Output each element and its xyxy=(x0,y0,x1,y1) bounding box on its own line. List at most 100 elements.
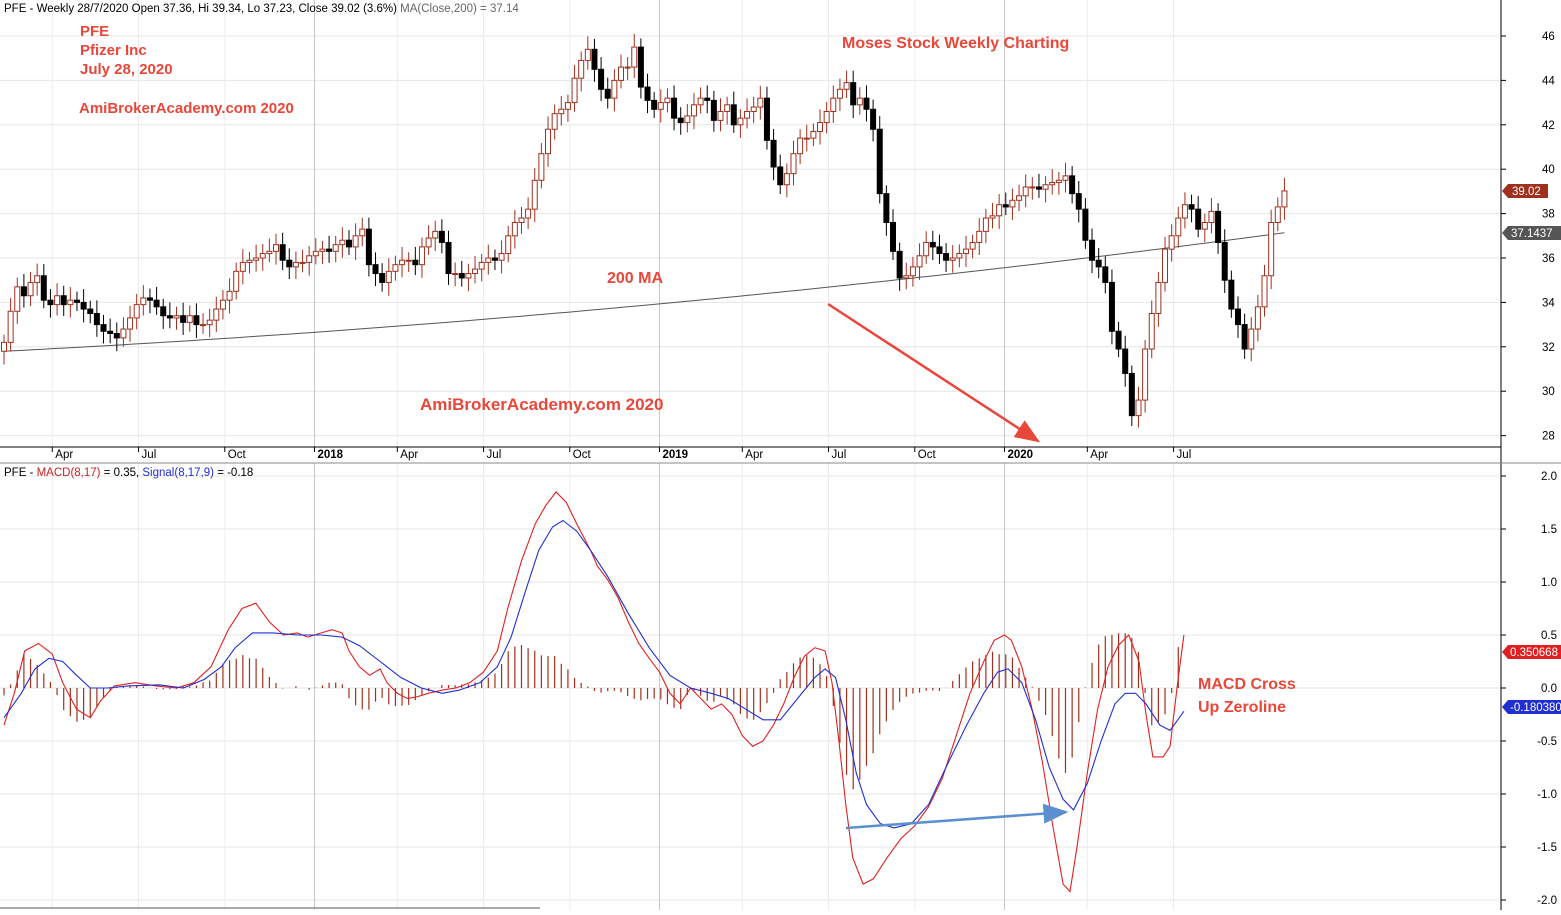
macd-value-badge: 0.350668 xyxy=(1502,645,1561,659)
close-price-badge: 39.02 xyxy=(1502,184,1548,198)
candle-body xyxy=(73,299,80,303)
candle-body xyxy=(1115,330,1122,350)
candle-body xyxy=(883,193,890,223)
time-tick-label: Apr xyxy=(745,449,763,461)
candle-body xyxy=(1175,217,1182,237)
close-price-badge-text: 39.02 xyxy=(1512,186,1541,198)
candle-body xyxy=(1261,275,1268,308)
price-tick-label: 30 xyxy=(1542,386,1555,398)
ma-value-badge-text: 37.1437 xyxy=(1511,228,1553,240)
macd-tick-label: 1.0 xyxy=(1541,577,1557,589)
candle-body xyxy=(1208,210,1215,223)
candle-body xyxy=(425,237,432,248)
candle-body xyxy=(1022,186,1029,197)
candle-body xyxy=(890,221,897,252)
candle-body xyxy=(1148,313,1155,350)
candle-body xyxy=(856,97,863,106)
candle-body xyxy=(7,310,14,343)
price-tick-label: 28 xyxy=(1542,431,1555,443)
candle-body xyxy=(909,266,916,277)
candle-body xyxy=(505,235,512,255)
candle-body xyxy=(332,244,339,252)
candle-body xyxy=(943,253,950,261)
candle-body xyxy=(239,261,246,272)
candle-body xyxy=(259,253,266,259)
candle-body xyxy=(491,257,498,261)
company-annotation: Pfizer Inc xyxy=(80,42,147,59)
candle-body xyxy=(140,297,147,306)
candle-body xyxy=(166,315,173,319)
signal-value-badge: -0.180380 xyxy=(1502,700,1561,714)
candle-body xyxy=(399,259,406,266)
price-divergence-arrow xyxy=(827,302,1041,443)
candle-body xyxy=(352,235,359,248)
candle-body xyxy=(286,259,293,268)
price-tick-label: 46 xyxy=(1542,31,1555,43)
ticker-annotation: PFE xyxy=(80,23,109,40)
signal-line xyxy=(3,519,1185,829)
candle-body xyxy=(1201,221,1208,230)
price-tick-label: 44 xyxy=(1542,75,1555,87)
candle-body xyxy=(392,264,399,272)
candle-body xyxy=(578,59,585,79)
candle-body xyxy=(671,97,678,119)
candle-body xyxy=(160,306,167,317)
candle-body xyxy=(478,261,485,270)
candle-body xyxy=(551,113,558,130)
candle-body xyxy=(34,275,41,283)
candle-body xyxy=(186,315,193,323)
candle-body xyxy=(233,270,240,292)
candle-body xyxy=(637,46,644,88)
candle-body xyxy=(624,66,631,69)
candle-body xyxy=(1108,281,1115,332)
candle-body xyxy=(1188,204,1195,210)
candle-body xyxy=(40,275,47,301)
candle-body xyxy=(538,153,545,181)
candle-body xyxy=(372,264,379,275)
time-tick-label: Apr xyxy=(400,449,418,461)
candle-body xyxy=(385,270,392,283)
candle-body xyxy=(27,281,34,297)
time-tick-label: Oct xyxy=(228,449,247,461)
candle-body xyxy=(1268,221,1275,277)
candle-body xyxy=(213,308,220,321)
candle-body xyxy=(518,217,525,223)
candle-body xyxy=(246,259,253,263)
candle-body xyxy=(345,239,352,248)
candle-body xyxy=(657,102,664,110)
macd-note-line1: MACD Cross xyxy=(1198,676,1296,693)
candle-body xyxy=(20,286,27,297)
macd-value-badge-text: 0.350668 xyxy=(1510,647,1558,659)
macd-panel xyxy=(0,463,1501,910)
candle-body xyxy=(472,268,479,275)
time-tick-label: Jul xyxy=(142,449,157,461)
candle-body xyxy=(319,248,326,252)
candle-body xyxy=(929,241,936,248)
candle-body xyxy=(100,324,107,332)
candle-body xyxy=(571,77,578,104)
candle-body xyxy=(956,253,963,259)
candle-body xyxy=(1049,182,1056,186)
candle-body xyxy=(870,108,877,130)
candle-body xyxy=(1234,308,1241,326)
candle-body xyxy=(617,66,624,81)
macd-header: PFE - MACD(8,17) = 0.35, Signal(8,17,9) … xyxy=(4,467,253,479)
candle-body xyxy=(584,48,591,61)
candle-body xyxy=(339,239,346,246)
candle-body xyxy=(1062,175,1069,181)
candle-body xyxy=(836,88,843,99)
candle-body xyxy=(173,315,180,319)
time-tick-label: Oct xyxy=(573,449,592,461)
candle-body xyxy=(1102,266,1109,283)
candle-body xyxy=(684,115,691,124)
candle-body xyxy=(803,137,810,140)
candle-body xyxy=(412,259,419,266)
candle-body xyxy=(823,110,830,124)
candle-body xyxy=(996,204,1003,217)
candle-body xyxy=(704,97,711,101)
candle-body xyxy=(969,241,976,250)
macd-tick-label: 0.5 xyxy=(1541,630,1557,642)
price-tick-label: 38 xyxy=(1542,209,1555,221)
price-tick-label: 42 xyxy=(1542,120,1555,132)
